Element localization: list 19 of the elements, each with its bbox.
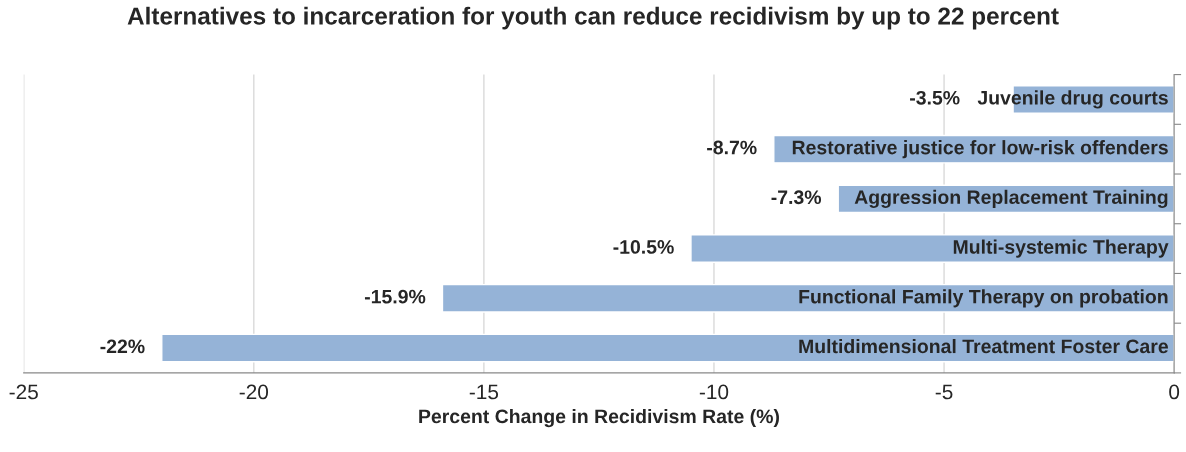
x-tick-label: -20 xyxy=(239,384,269,400)
x-tick-label: -5 xyxy=(935,384,953,400)
data-label: -7.3% xyxy=(771,190,822,205)
data-label: -10.5% xyxy=(613,240,674,254)
data-label: -22% xyxy=(100,339,145,354)
x-tick-label: -15 xyxy=(469,384,499,400)
y-tick-label: Multi-systemic Therapy xyxy=(953,239,1169,258)
x-tick-label: 0 xyxy=(1169,384,1180,400)
x-tick-label: -10 xyxy=(699,384,729,400)
data-label: -15.9% xyxy=(364,289,426,304)
data-label: -3.5% xyxy=(910,90,960,105)
y-tick-label: Functional Family Therapy on probation xyxy=(799,289,1168,308)
chart-title: Alternatives to incarceration for youth can reduce recidivism by up to 22 percent xyxy=(127,6,1059,30)
data-label: -8.7% xyxy=(707,140,757,155)
y-tick-label: Restorative justice for low-risk offenders xyxy=(792,140,1168,159)
x-axis-title: Percent Change in Recidivism Rate (%) xyxy=(419,408,779,428)
x-tick-label: -25 xyxy=(9,384,38,400)
y-tick-label: Multidimensional Treatment Foster Care xyxy=(799,338,1168,354)
y-tick-label: Aggression Replacement Training xyxy=(854,189,1168,208)
